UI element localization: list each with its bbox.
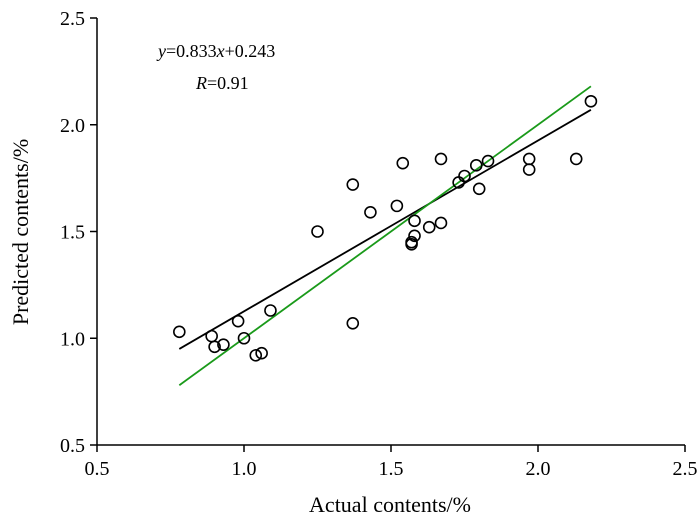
data-point	[208, 340, 221, 354]
data-point	[311, 225, 324, 238]
reference-line	[178, 85, 592, 386]
x-tick-label: 0.5	[85, 458, 110, 480]
r-annotation: R=0.91	[195, 73, 249, 93]
axes: 0.5 1.0 1.5 2.0 2.5 0.5 1.0 1.5 2.0 2.5	[60, 8, 698, 480]
data-point	[249, 349, 263, 362]
trend-lines	[178, 85, 592, 386]
data-point	[364, 205, 377, 219]
data-point	[173, 325, 186, 339]
x-tick-label: 1.0	[232, 458, 257, 480]
x-tick-label: 2.0	[526, 458, 551, 480]
y-tick-label: 2.0	[60, 115, 85, 137]
data-point	[434, 152, 448, 166]
data-point	[346, 317, 360, 330]
fit-line	[178, 109, 592, 350]
x-axis-title: Actual contents/%	[309, 492, 471, 517]
r-var: R	[195, 73, 207, 93]
data-point	[522, 152, 536, 166]
equation-intercept: +0.243	[225, 41, 276, 61]
y-tick-label: 1.5	[60, 222, 85, 244]
data-point	[390, 199, 404, 213]
y-axis-title: Predicted contents/%	[8, 139, 33, 325]
data-point	[264, 304, 277, 317]
data-point	[469, 159, 483, 172]
y-tick-label: 0.5	[60, 435, 85, 457]
data-point	[522, 163, 536, 176]
data-point	[237, 331, 251, 345]
r-value: =0.91	[207, 73, 249, 93]
x-tick-label: 2.5	[673, 458, 698, 480]
y-tick-label: 1.0	[60, 328, 85, 350]
data-point	[205, 329, 218, 343]
data-point	[231, 314, 245, 328]
x-tick-label: 1.5	[379, 458, 404, 480]
data-point	[408, 229, 421, 243]
data-point	[405, 235, 418, 249]
data-point	[396, 156, 410, 170]
equation-var-y: y	[156, 41, 166, 61]
data-point	[481, 154, 495, 168]
data-point	[584, 94, 598, 108]
data-point	[408, 214, 421, 228]
data-point	[255, 346, 268, 360]
data-points	[173, 94, 598, 362]
data-point	[569, 152, 583, 166]
data-point	[434, 216, 448, 230]
equation-var-x: x	[216, 41, 225, 61]
data-point	[458, 169, 471, 183]
data-point	[217, 338, 230, 351]
equation-annotation: y=0.833x+0.243	[156, 41, 275, 61]
equation-slope: =0.833	[166, 41, 217, 61]
data-point	[472, 182, 486, 196]
y-tick-label: 2.5	[60, 8, 85, 30]
data-point	[422, 220, 436, 234]
data-point	[346, 178, 360, 191]
